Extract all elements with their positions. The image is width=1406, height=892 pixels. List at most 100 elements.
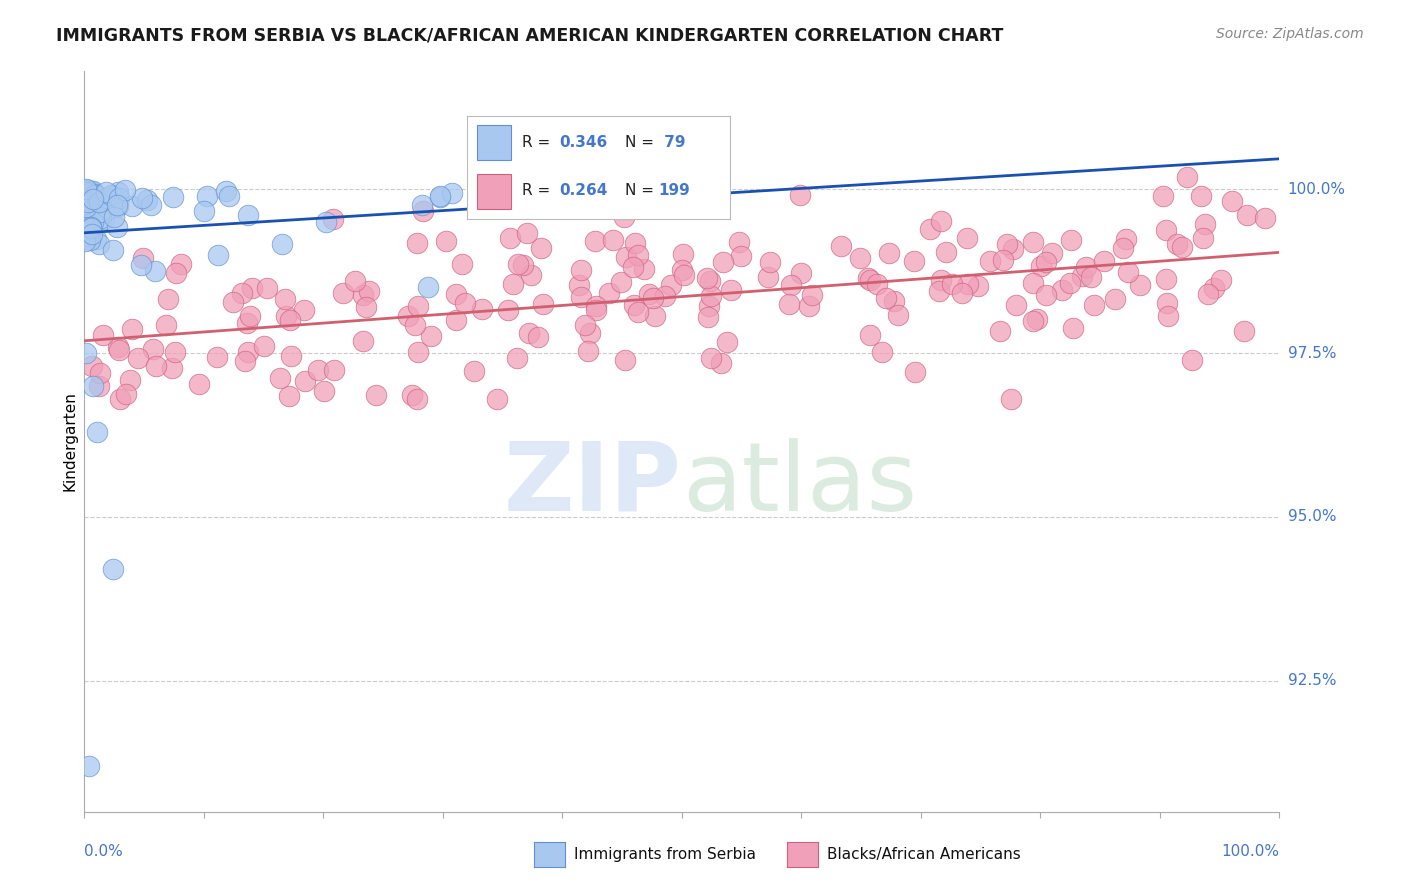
- Point: [80, 359, 103, 374]
- Point: [576, 344, 599, 359]
- Point: [579, 326, 602, 340]
- Point: [73, 191, 96, 205]
- Point: [1154, 271, 1177, 285]
- Point: [143, 264, 166, 278]
- Point: [1181, 353, 1204, 368]
- Text: 79: 79: [659, 136, 685, 150]
- Point: [205, 350, 228, 364]
- Point: [1194, 217, 1216, 231]
- Point: [79, 234, 101, 248]
- Point: [253, 338, 276, 352]
- Point: [79, 198, 101, 212]
- Point: [1062, 320, 1084, 334]
- Point: [82, 192, 104, 206]
- Point: [1080, 270, 1102, 285]
- Point: [323, 363, 346, 377]
- Point: [520, 268, 543, 283]
- Point: [859, 273, 882, 287]
- Point: [75, 200, 97, 214]
- Point: [411, 197, 433, 211]
- Point: [89, 205, 111, 219]
- Point: [218, 188, 240, 202]
- FancyBboxPatch shape: [477, 174, 512, 209]
- Text: 0.264: 0.264: [558, 183, 607, 198]
- Point: [107, 185, 129, 199]
- Point: [790, 266, 813, 280]
- Point: [103, 210, 125, 224]
- Point: [778, 296, 800, 310]
- Point: [404, 318, 426, 332]
- Point: [1083, 298, 1105, 312]
- Point: [1236, 208, 1258, 222]
- Point: [354, 300, 377, 314]
- Point: [271, 237, 294, 252]
- Point: [979, 253, 1001, 268]
- Point: [485, 392, 508, 406]
- Point: [79, 195, 101, 210]
- Point: [236, 208, 259, 222]
- Point: [429, 188, 451, 202]
- Point: [800, 288, 823, 302]
- Point: [73, 234, 96, 248]
- Point: [613, 210, 636, 224]
- Point: [169, 258, 191, 272]
- Point: [256, 281, 278, 295]
- Point: [76, 183, 98, 197]
- Point: [352, 334, 374, 348]
- Point: [672, 246, 695, 260]
- Point: [80, 221, 103, 235]
- Point: [903, 254, 925, 268]
- Point: [574, 318, 596, 332]
- Point: [76, 185, 98, 199]
- Point: [75, 191, 97, 205]
- Point: [429, 190, 451, 204]
- Text: Immigrants from Serbia: Immigrants from Serbia: [574, 847, 755, 862]
- Point: [76, 205, 98, 219]
- Text: IMMIGRANTS FROM SERBIA VS BLACK/AFRICAN AMERICAN KINDERGARTEN CORRELATION CHART: IMMIGRANTS FROM SERBIA VS BLACK/AFRICAN …: [56, 27, 1004, 45]
- Point: [728, 235, 751, 249]
- Point: [276, 310, 298, 324]
- Point: [162, 360, 184, 375]
- Text: 100.0%: 100.0%: [1288, 182, 1346, 197]
- Point: [585, 302, 607, 317]
- Point: [1175, 170, 1198, 185]
- Point: [568, 277, 591, 292]
- Point: [73, 197, 96, 211]
- Text: 97.5%: 97.5%: [1288, 345, 1336, 360]
- Point: [1035, 255, 1057, 269]
- Point: [856, 271, 879, 285]
- Point: [121, 199, 143, 213]
- Point: [627, 305, 650, 319]
- Point: [207, 248, 229, 262]
- Point: [163, 345, 186, 359]
- Point: [569, 262, 592, 277]
- Point: [697, 299, 720, 313]
- Point: [82, 184, 104, 198]
- Point: [463, 364, 485, 378]
- Point: [644, 309, 666, 323]
- Point: [136, 193, 159, 207]
- Point: [91, 327, 114, 342]
- Point: [931, 273, 953, 287]
- Point: [408, 300, 430, 314]
- Point: [107, 343, 129, 358]
- Point: [75, 201, 97, 215]
- Point: [406, 392, 429, 406]
- Point: [614, 250, 637, 264]
- Point: [101, 562, 124, 576]
- Point: [93, 212, 115, 227]
- Point: [627, 248, 650, 262]
- Point: [883, 293, 905, 308]
- Point: [623, 298, 645, 312]
- Point: [444, 313, 467, 327]
- Point: [789, 188, 811, 202]
- Point: [77, 195, 100, 210]
- Point: [108, 191, 131, 205]
- Text: 199: 199: [659, 183, 690, 198]
- Point: [357, 284, 380, 298]
- Point: [132, 252, 155, 266]
- Point: [101, 243, 124, 257]
- Point: [401, 388, 423, 402]
- Point: [75, 216, 97, 230]
- Point: [292, 302, 315, 317]
